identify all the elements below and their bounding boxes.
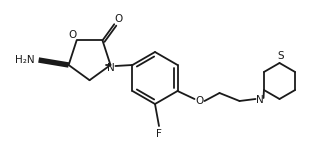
Text: O: O — [68, 30, 77, 40]
Text: F: F — [156, 129, 162, 139]
Text: O: O — [114, 14, 122, 24]
Text: H₂N: H₂N — [15, 55, 34, 65]
Text: N: N — [107, 63, 114, 73]
Text: N: N — [256, 95, 263, 105]
Text: S: S — [277, 51, 284, 61]
Text: O: O — [195, 96, 204, 106]
